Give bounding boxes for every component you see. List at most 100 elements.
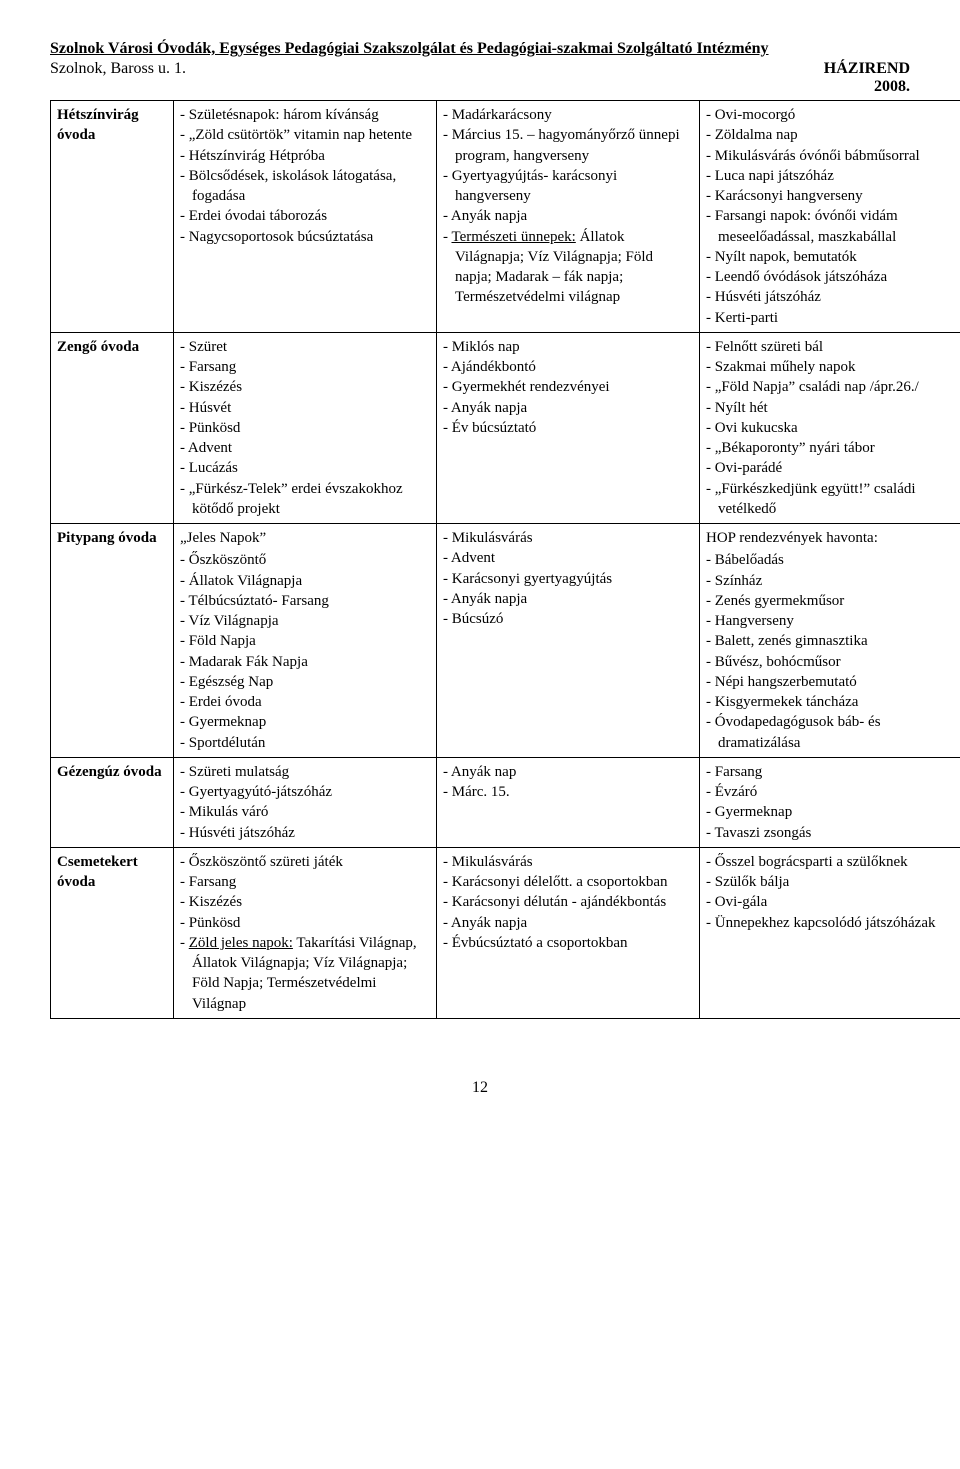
list-item: „Fürkész-Telek” erdei évszakokhoz kötődő… (180, 479, 430, 520)
list-item: Ovi-parádé (706, 458, 956, 478)
header-right-2: 2008. (824, 78, 910, 96)
list-item: Márc. 15. (443, 782, 693, 802)
list-item: Mikulásvárás (443, 528, 693, 548)
list-item: Ovi kukucska (706, 418, 956, 438)
list-item: Színház (706, 571, 956, 591)
list-item: Gyertyagyútó-játszóház (180, 782, 430, 802)
list-item: Év búcsúztató (443, 418, 693, 438)
list-item: Ősszel bográcsparti a szülőknek (706, 852, 956, 872)
list-item: Húsvéti játszóház (706, 287, 956, 307)
row-name: Csemetekert óvoda (51, 847, 174, 1018)
list-item: Nagycsoportosok búcsúztatása (180, 227, 430, 247)
list-item: Farsang (706, 762, 956, 782)
col4-cell: FarsangÉvzáróGyermeknapTavaszi zsongás (700, 757, 960, 847)
table-row: Hétszínvirág óvodaSzületésnapok: három k… (51, 101, 960, 333)
list-item: Állatok Világnapja (180, 571, 430, 591)
list-item: Anyák napja (443, 589, 693, 609)
col2-cell: SzüretFarsangKiszézésHúsvétPünkösdAdvent… (174, 332, 437, 523)
list-item: Zenés gyermekműsor (706, 591, 956, 611)
list-item: Víz Világnapja (180, 611, 430, 631)
header-address: Szolnok, Baross u. 1. (50, 60, 186, 96)
list-item: Lucázás (180, 458, 430, 478)
header-right-1: HÁZIREND (824, 60, 910, 78)
list-item: Hangverseny (706, 611, 956, 631)
table-row: Csemetekert óvodaŐszköszöntő szüreti ját… (51, 847, 960, 1018)
list-item: Télbúcsúztató- Farsang (180, 591, 430, 611)
list-item: Erdei óvoda (180, 692, 430, 712)
list-item: Madarak Fák Napja (180, 652, 430, 672)
list-item: Föld Napja (180, 631, 430, 651)
list-item: Kerti-parti (706, 308, 956, 328)
list-item: Nyílt napok, bemutatók (706, 247, 956, 267)
list-item: „Fürkészkedjünk együtt!” családi vetélke… (706, 479, 956, 520)
col4-cell: Felnőtt szüreti bálSzakmai műhely napok „… (700, 332, 960, 523)
list-item: Karácsonyi gyertyagyújtás (443, 569, 693, 589)
cell-preamble: „Jeles Napok” (180, 528, 430, 548)
col2-cell: Születésnapok: három kívánság„Zöld csütö… (174, 101, 437, 333)
header-title: Szolnok Városi Óvodák, Egységes Pedagógi… (50, 40, 910, 58)
list-item: Születésnapok: három kívánság (180, 105, 430, 125)
col3-cell: MikulásvárásAdventKarácsonyi gyertyagyúj… (437, 524, 700, 758)
col2-cell: Őszköszöntő szüreti játékFarsangKiszézés… (174, 847, 437, 1018)
list-item: Mikulás váró (180, 802, 430, 822)
col3-cell: MadárkarácsonyMárcius 15. – hagyományőrz… (437, 101, 700, 333)
list-item: Szüreti mulatság (180, 762, 430, 782)
list-item: Őszköszöntő (180, 550, 430, 570)
list-item: Szakmai műhely napok (706, 357, 956, 377)
list-item: Évbúcsúztató a csoportokban (443, 933, 693, 953)
list-item: Kiszézés (180, 377, 430, 397)
header-right: HÁZIREND 2008. (824, 60, 910, 96)
list-item: Szüret (180, 337, 430, 357)
list-item: Advent (180, 438, 430, 458)
col4-cell: Ovi-mocorgóZöldalma napMikulásvárás óvón… (700, 101, 960, 333)
cell-preamble: HOP rendezvények havonta: (706, 528, 956, 548)
list-item: Húsvét (180, 398, 430, 418)
row-name: Pitypang óvoda (51, 524, 174, 758)
list-item: Ovi-mocorgó (706, 105, 956, 125)
list-item: Pünkösd (180, 418, 430, 438)
list-item: Leendő óvódások játszóháza (706, 267, 956, 287)
list-item: Erdei óvodai táborozás (180, 206, 430, 226)
col2-cell: „Jeles Napok”ŐszköszöntőÁllatok Világnap… (174, 524, 437, 758)
table-row: Zengő óvodaSzüretFarsangKiszézésHúsvétPü… (51, 332, 960, 523)
list-item: Miklós nap (443, 337, 693, 357)
col4-cell: HOP rendezvények havonta:BábelőadásSzính… (700, 524, 960, 758)
list-item: Szülők bálja (706, 872, 956, 892)
list-item: Gyermeknap (706, 802, 956, 822)
list-item: Kisgyermekek táncháza (706, 692, 956, 712)
list-item: Gyermekhét rendezvényei (443, 377, 693, 397)
list-item: Népi hangszerbemutató (706, 672, 956, 692)
list-item: Balett, zenés gimnasztika (706, 631, 956, 651)
programs-table: Hétszínvirág óvodaSzületésnapok: három k… (50, 100, 960, 1019)
list-item: Mikulásvárás (443, 852, 693, 872)
col4-cell: Ősszel bográcsparti a szülőknekSzülők bá… (700, 847, 960, 1018)
list-item: Karácsonyi délelőtt. a csoportokban (443, 872, 693, 892)
row-name: Gézengúz óvoda (51, 757, 174, 847)
list-item: Húsvéti játszóház (180, 823, 430, 843)
header-row: Szolnok, Baross u. 1. HÁZIREND 2008. (50, 60, 910, 96)
col3-cell: MikulásvárásKarácsonyi délelőtt. a csopo… (437, 847, 700, 1018)
list-item: Zöldalma nap (706, 125, 956, 145)
list-item: Hétszínvirág Hétpróba (180, 146, 430, 166)
list-item: Farsang (180, 357, 430, 377)
list-item: Felnőtt szüreti bál (706, 337, 956, 357)
list-item: Ünnepekhez kapcsolódó játszóházak (706, 913, 956, 933)
list-item: Advent (443, 548, 693, 568)
row-name: Hétszínvirág óvoda (51, 101, 174, 333)
list-item: Egészség Nap (180, 672, 430, 692)
list-item: Tavaszi zsongás (706, 823, 956, 843)
list-item: „Békaporonty” nyári tábor (706, 438, 956, 458)
list-item: Mikulásvárás óvónői bábműsorral (706, 146, 956, 166)
list-item: Anyák napja (443, 398, 693, 418)
table-row: Gézengúz óvoda Szüreti mulatságGyertyagyú… (51, 757, 960, 847)
list-item: Bűvész, bohócműsor (706, 652, 956, 672)
col3-cell: Anyák napMárc. 15. (437, 757, 700, 847)
list-item: Karácsonyi délután - ajándékbontás (443, 892, 693, 912)
list-item: Luca napi játszóház (706, 166, 956, 186)
list-item: Nyílt hét (706, 398, 956, 418)
list-item: Gyermeknap (180, 712, 430, 732)
list-item: Sportdélután (180, 733, 430, 753)
list-item: Ovi-gála (706, 892, 956, 912)
row-name: Zengő óvoda (51, 332, 174, 523)
list-item: Ajándékbontó (443, 357, 693, 377)
